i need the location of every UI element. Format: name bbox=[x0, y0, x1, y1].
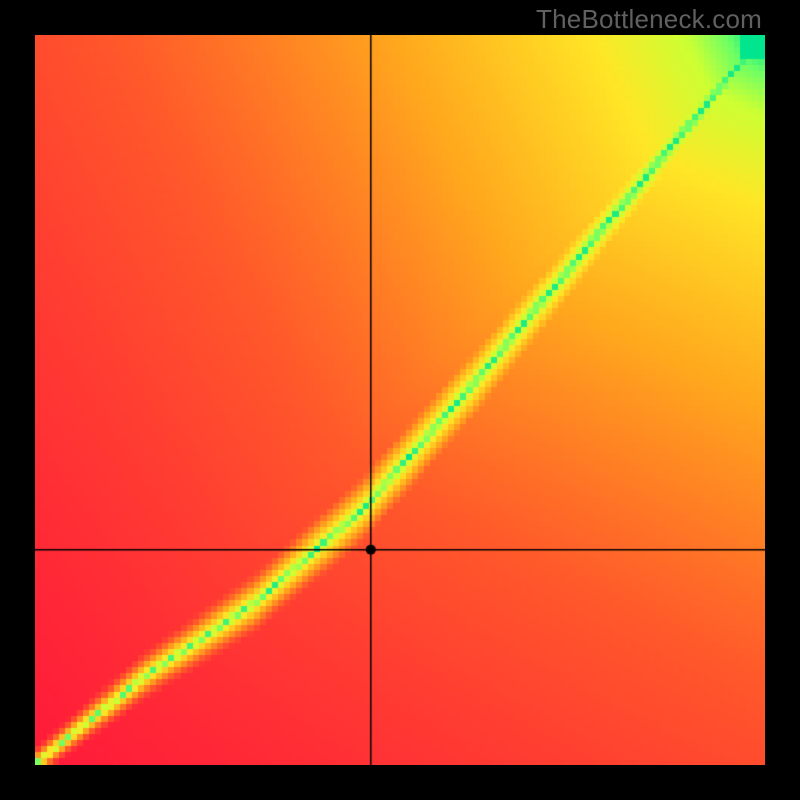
watermark-text: TheBottleneck.com bbox=[536, 4, 762, 35]
bottleneck-heatmap bbox=[35, 35, 765, 765]
